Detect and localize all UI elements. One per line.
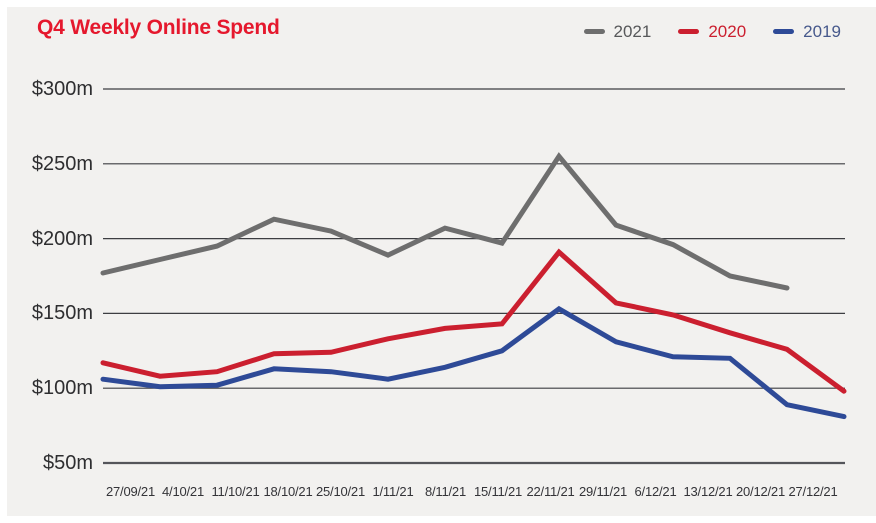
x-axis-tick-label: 27/09/21: [105, 484, 155, 499]
x-axis-tick-label: 20/12/21: [735, 484, 785, 499]
y-axis-tick-label: $200m: [31, 227, 93, 250]
legend-item-2021: 2021: [583, 22, 652, 41]
chart-card: Q4 Weekly Online Spend 2021 2020 2019 $300…: [7, 7, 876, 516]
legend-label: 2020: [708, 22, 747, 41]
y-axis-tick-label: $150m: [31, 302, 93, 325]
x-axis-tick-label: 22/11/21: [526, 484, 575, 499]
legend: 2021 2020 2019: [583, 22, 841, 41]
x-axis-tick-label: 4/10/21: [162, 484, 204, 499]
x-axis-tick-label: 18/10/21: [263, 484, 313, 499]
series-line-2020: [100, 248, 847, 394]
legend-label: 2019: [803, 22, 841, 41]
plot-area: $300m $250m $200m $150m $100m $50m 27/09/21 4/…: [7, 7, 876, 516]
x-axis-tick-label: 1/11/21: [372, 484, 414, 499]
legend-item-2019: 2019: [773, 23, 841, 40]
series-line-2021: [100, 152, 790, 291]
x-axis-tick-label: 6/12/21: [634, 484, 677, 499]
chart-title: Q4 Weekly Online Spend: [37, 16, 280, 39]
y-axis-tick-label: $50m: [42, 452, 93, 474]
x-axis-tick-label: 29/11/21: [578, 484, 628, 499]
legend-label: 2021: [613, 22, 652, 41]
x-axis-tick-label: 25/10/21: [315, 484, 365, 499]
y-axis-tick-label: $100m: [31, 377, 93, 400]
x-axis-tick-label: 13/12/21: [683, 484, 733, 499]
x-axis-tick-label: 15/11/21: [473, 484, 523, 499]
y-axis-tick-label: $250m: [31, 152, 93, 175]
series-line-2019: [100, 305, 847, 420]
y-axis-tick-label: $300m: [31, 78, 93, 100]
legend-dash-icon: [773, 29, 795, 34]
legend-dash-icon: [583, 29, 605, 34]
legend-item-2020: 2020: [678, 23, 746, 40]
line-chart-svg: [100, 88, 847, 465]
legend-dash-icon: [678, 29, 700, 34]
x-axis-tick-label: 8/11/21: [424, 484, 466, 499]
x-axis-tick-label: 27/12/21: [788, 484, 838, 499]
x-axis-tick-label: 11/10/21: [211, 484, 260, 499]
